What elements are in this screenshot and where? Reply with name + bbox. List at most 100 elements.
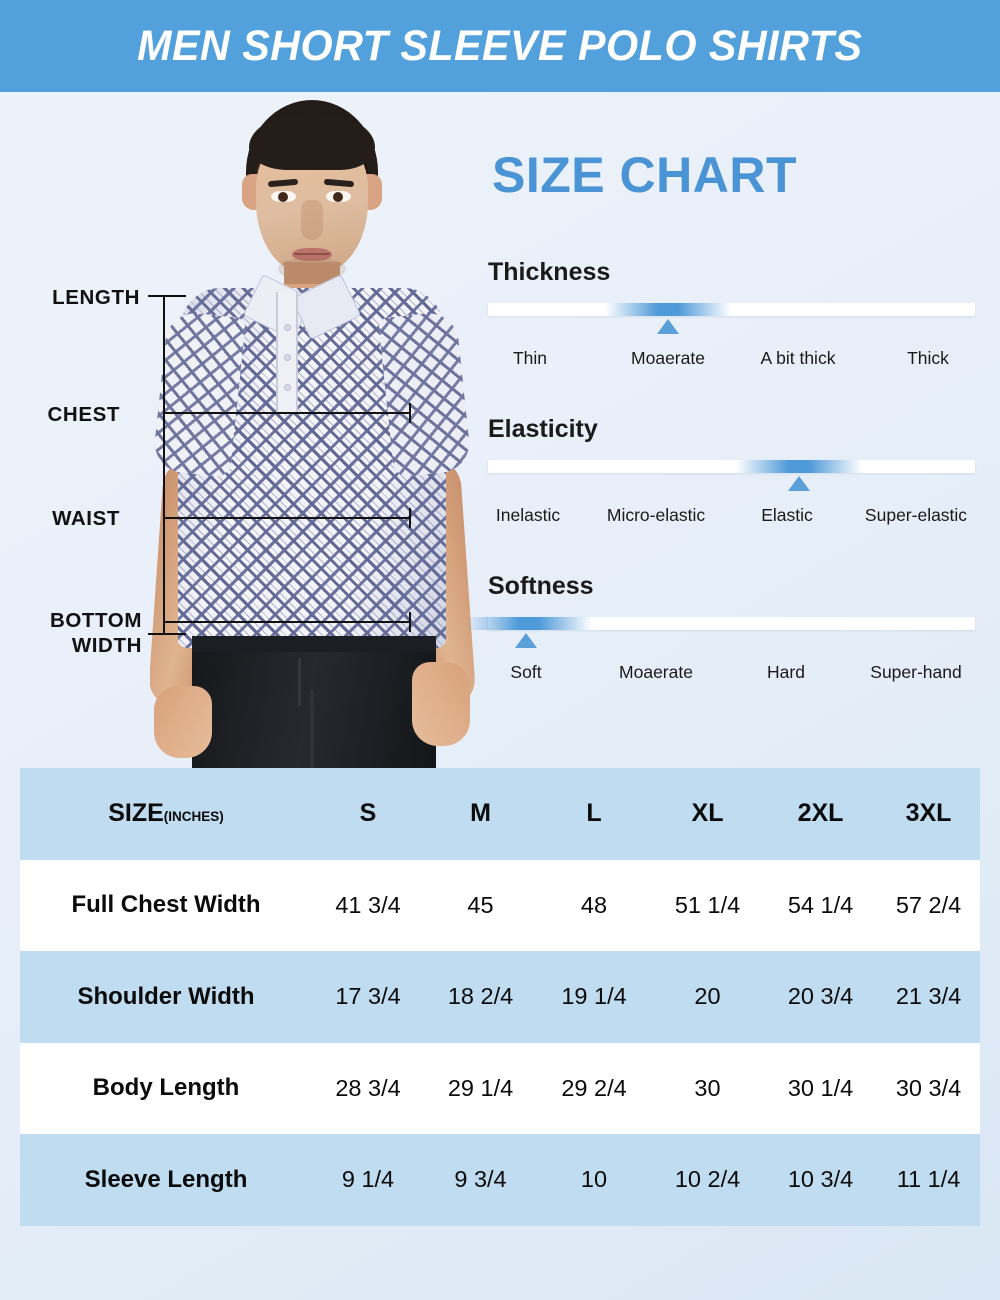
thickness-marker-triangle-icon — [657, 319, 679, 334]
table-row: Sleeve Length 9 1/4 9 3/4 10 10 2/4 10 3… — [20, 1134, 980, 1226]
property-title: Elasticity — [488, 415, 598, 443]
table-corner-unit: (INCHES) — [163, 809, 224, 825]
softness-scale-bar[interactable] — [466, 617, 975, 648]
cell-sleeve-length-2xl: 10 3/4 — [787, 1166, 854, 1193]
cell-shoulder-width-2xl: 20 3/4 — [787, 983, 854, 1010]
cell-body-length-s: 28 3/4 — [335, 1074, 401, 1101]
cell-full-chest-width-2xl: 54 1/4 — [787, 891, 854, 918]
cell-full-chest-width-xl: 51 1/4 — [674, 891, 741, 918]
waist-line — [163, 517, 411, 519]
cell-shoulder-width-3xl: 21 3/4 — [895, 983, 962, 1010]
cell-body-length-2xl: 30 1/4 — [787, 1074, 854, 1101]
bottom-width-line — [163, 621, 411, 623]
table-corner-label: SIZE — [108, 799, 164, 828]
trousers-fly — [298, 658, 301, 706]
thickness-scale-bar[interactable] — [488, 303, 975, 334]
table-header-row: SIZE(INCHES) S M L XL 2XL 3XL — [20, 768, 980, 860]
elasticity-scale-fill — [736, 460, 862, 473]
measurement-label-chest: CHEST — [47, 403, 120, 426]
cell-sleeve-length-l: 10 — [580, 1166, 608, 1193]
cell-body-length-m: 29 1/4 — [447, 1074, 514, 1101]
model-fringe — [249, 114, 375, 170]
polo-sleeve-right — [377, 310, 473, 478]
property-title: Thickness — [488, 258, 611, 286]
row-label-body-length: Body Length — [92, 1074, 240, 1102]
softness-option-2[interactable]: Hard — [767, 662, 805, 682]
thickness-option-2[interactable]: A bit thick — [760, 348, 836, 368]
property-title: Softness — [488, 572, 594, 600]
elasticity-scale-bar[interactable] — [488, 460, 975, 491]
model-mouth — [292, 248, 332, 261]
softness-option-0[interactable]: Soft — [510, 662, 542, 682]
cell-shoulder-width-xl: 20 — [694, 983, 721, 1010]
header-banner: MEN SHORT SLEEVE POLO SHIRTS — [0, 0, 1000, 92]
elasticity-option-3[interactable]: Super-elastic — [864, 505, 968, 525]
polo-placket — [276, 292, 298, 412]
table-column-header-3xl: 3XL — [905, 799, 952, 828]
measurement-label-waist: WAIST — [52, 507, 120, 530]
table-column-header-2xl: 2XL — [797, 799, 844, 828]
model-eye-left — [271, 191, 296, 202]
row-label-full-chest-width: Full Chest Width — [71, 891, 261, 919]
elasticity-marker-triangle-icon — [788, 476, 810, 491]
waist-line-cap — [409, 508, 411, 528]
polo-button-2 — [284, 354, 291, 361]
model-hand-right — [412, 662, 470, 746]
softness-option-1[interactable]: Moaerate — [619, 662, 693, 682]
trousers-seam — [310, 690, 314, 772]
softness-marker-triangle-icon — [515, 633, 537, 648]
table-row: Full Chest Width 41 3/4 45 48 51 1/4 54 … — [20, 859, 980, 951]
length-top-cap — [148, 295, 186, 297]
table-row: Body Length 28 3/4 29 1/4 29 2/4 30 30 1… — [20, 1042, 980, 1134]
elasticity-option-0[interactable]: Inelastic — [495, 505, 561, 525]
model-photo — [150, 92, 480, 772]
cell-full-chest-width-m: 45 — [467, 891, 494, 918]
thickness-option-3[interactable]: Thick — [907, 348, 949, 368]
trousers-waistband — [192, 636, 436, 652]
polo-button-3 — [284, 384, 291, 391]
softness-option-3[interactable]: Super-hand — [870, 662, 962, 682]
table-column-header-m: M — [470, 799, 491, 828]
measurement-label-length: LENGTH — [52, 286, 140, 309]
cell-shoulder-width-s: 17 3/4 — [335, 983, 401, 1010]
bottom-width-line-cap — [409, 612, 411, 632]
table-column-header-l: L — [586, 799, 602, 828]
cell-sleeve-length-m: 9 3/4 — [454, 1166, 507, 1193]
chest-line — [163, 412, 411, 414]
table-corner-cell: SIZE(INCHES) — [20, 768, 312, 860]
polo-sleeve-left — [151, 310, 247, 478]
length-bottom-cap — [148, 633, 186, 635]
thickness-option-0[interactable]: Thin — [512, 348, 548, 368]
softness-scale-fill — [466, 617, 592, 630]
cell-sleeve-length-s: 9 1/4 — [341, 1166, 395, 1193]
cell-full-chest-width-s: 41 3/4 — [335, 891, 401, 918]
thickness-option-1[interactable]: Moaerate — [631, 348, 705, 368]
table-row: Shoulder Width 17 3/4 18 2/4 19 1/4 20 2… — [20, 951, 980, 1043]
polo-button-1 — [284, 324, 291, 331]
property-softness: Softness Soft Moaerate Hard Super-hand — [466, 572, 978, 684]
cell-body-length-l: 29 2/4 — [561, 1074, 627, 1101]
banner-title: MEN SHORT SLEEVE POLO SHIRTS — [137, 21, 863, 70]
length-vertical-line — [163, 296, 165, 634]
table-column-header-s: S — [359, 799, 377, 828]
elasticity-option-2[interactable]: Elastic — [761, 505, 813, 525]
measurement-label-bottom-width: BOTTOM WIDTH — [49, 609, 142, 657]
cell-full-chest-width-3xl: 57 2/4 — [895, 891, 962, 918]
cell-shoulder-width-l: 19 1/4 — [561, 983, 627, 1010]
chest-line-cap — [409, 403, 411, 423]
property-elasticity: Elasticity Inelastic Micro-elastic Elast… — [488, 415, 978, 527]
cell-shoulder-width-m: 18 2/4 — [447, 983, 514, 1010]
size-table: SIZE(INCHES) S M L XL 2XL 3XL Full Chest… — [20, 768, 980, 1226]
property-thickness: Thickness Thin Moaerate A bit thick Thic… — [488, 258, 978, 370]
page-title: SIZE CHART — [492, 147, 797, 203]
cell-sleeve-length-xl: 10 2/4 — [674, 1166, 741, 1193]
model-eye-right — [326, 191, 351, 202]
row-label-shoulder-width: Shoulder Width — [77, 982, 255, 1010]
cell-body-length-xl: 30 — [694, 1074, 721, 1101]
cell-full-chest-width-l: 48 — [580, 891, 608, 918]
cell-sleeve-length-3xl: 11 1/4 — [896, 1166, 961, 1193]
row-label-sleeve-length: Sleeve Length — [84, 1165, 248, 1193]
elasticity-option-1[interactable]: Micro-elastic — [606, 505, 706, 525]
cell-body-length-3xl: 30 3/4 — [895, 1074, 962, 1101]
